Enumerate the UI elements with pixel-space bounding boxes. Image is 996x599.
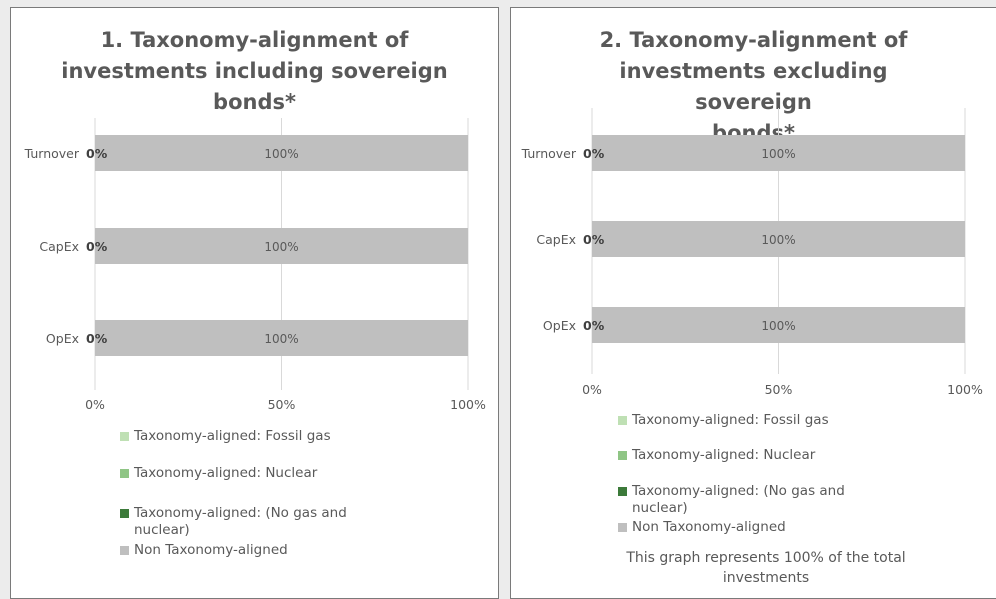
chart-note: This graph represents 100% of the total … bbox=[626, 550, 906, 586]
category-label: OpEx bbox=[543, 318, 576, 333]
bar-segment bbox=[95, 320, 468, 356]
aligned-value-label: 0% bbox=[86, 331, 108, 346]
fossil-gas-swatch bbox=[618, 416, 627, 425]
aligned-value-label: 0% bbox=[583, 318, 605, 333]
x-tick-label: 0% bbox=[582, 382, 602, 397]
non-aligned-swatch bbox=[120, 546, 129, 555]
category-label: CapEx bbox=[39, 239, 79, 254]
aligned-value-label: 0% bbox=[583, 232, 605, 247]
nuclear-swatch bbox=[120, 469, 129, 478]
aligned-value-label: 0% bbox=[86, 146, 108, 161]
legend-label: Taxonomy-aligned: (No gas and nuclear) bbox=[632, 483, 845, 516]
x-tick-label: 50% bbox=[268, 397, 296, 412]
bar-segment bbox=[592, 135, 965, 171]
legend-label: Taxonomy-aligned: Fossil gas bbox=[632, 412, 829, 428]
bar-value-label: 100% bbox=[761, 233, 795, 247]
legend-item-no-gas-nuclear: Taxonomy-aligned: (No gas and nuclear) bbox=[618, 483, 858, 517]
x-tick-label: 100% bbox=[450, 397, 486, 412]
chart-title: 1. Taxonomy-alignment of investments incl… bbox=[61, 28, 448, 114]
legend-item-nuclear: Taxonomy-aligned: Nuclear bbox=[618, 447, 878, 464]
x-tick-label: 100% bbox=[947, 382, 983, 397]
category-label: Turnover bbox=[24, 146, 80, 161]
bar-chart-including-sovereign: 0% 50% 100% Turnover 0% 100% CapEx 0% 100% OpEx 0%… bbox=[24, 118, 486, 412]
x-tick-label: 50% bbox=[765, 382, 793, 397]
bar-value-label: 100% bbox=[761, 147, 795, 161]
category-label: CapEx bbox=[536, 232, 576, 247]
aligned-value-label: 0% bbox=[86, 239, 108, 254]
legend-item-fossil-gas: Taxonomy-aligned: Fossil gas bbox=[120, 428, 380, 445]
x-tick-label: 0% bbox=[85, 397, 105, 412]
non-aligned-swatch bbox=[618, 523, 627, 532]
chart-panel-excluding-sovereign: 2. Taxonomy-alignment of investments excl… bbox=[510, 7, 996, 599]
chart-panel-including-sovereign: 1. Taxonomy-alignment of investments incl… bbox=[10, 7, 499, 599]
legend-label: Taxonomy-aligned: Nuclear bbox=[134, 465, 318, 481]
bar-segment bbox=[95, 228, 468, 264]
legend-label: Non Taxonomy-aligned bbox=[134, 542, 288, 558]
nuclear-swatch bbox=[618, 451, 627, 460]
bar-segment bbox=[592, 307, 965, 343]
bar-segment bbox=[592, 221, 965, 257]
legend-item-nuclear: Taxonomy-aligned: Nuclear bbox=[120, 465, 380, 482]
chart-title: 2. Taxonomy-alignment of investments excl… bbox=[599, 28, 908, 145]
category-label: OpEx bbox=[46, 331, 79, 346]
fossil-gas-swatch bbox=[120, 432, 129, 441]
legend-item-non-aligned: Non Taxonomy-aligned bbox=[120, 542, 380, 559]
legend-item-non-aligned: Non Taxonomy-aligned bbox=[618, 519, 878, 536]
bar-segment bbox=[95, 135, 468, 171]
category-label: Turnover bbox=[521, 146, 577, 161]
legend-label: Non Taxonomy-aligned bbox=[632, 519, 786, 535]
bar-value-label: 100% bbox=[264, 147, 298, 161]
bar-value-label: 100% bbox=[264, 332, 298, 346]
no-gas-nuclear-swatch bbox=[618, 487, 627, 496]
bar-value-label: 100% bbox=[761, 319, 795, 333]
legend-label: Taxonomy-aligned: Nuclear bbox=[632, 447, 816, 463]
legend-item-no-gas-nuclear: Taxonomy-aligned: (No gas and nuclear) bbox=[120, 505, 360, 539]
legend-label: Taxonomy-aligned: Fossil gas bbox=[134, 428, 331, 444]
no-gas-nuclear-swatch bbox=[120, 509, 129, 518]
legend-item-fossil-gas: Taxonomy-aligned: Fossil gas bbox=[618, 412, 878, 429]
bar-chart-excluding-sovereign: 0% 50% 100% Turnover 0% 100% CapEx 0% 100% OpEx 0%… bbox=[521, 108, 983, 397]
bar-value-label: 100% bbox=[264, 240, 298, 254]
legend-label: Taxonomy-aligned: (No gas and nuclear) bbox=[134, 505, 347, 538]
aligned-value-label: 0% bbox=[583, 146, 605, 161]
